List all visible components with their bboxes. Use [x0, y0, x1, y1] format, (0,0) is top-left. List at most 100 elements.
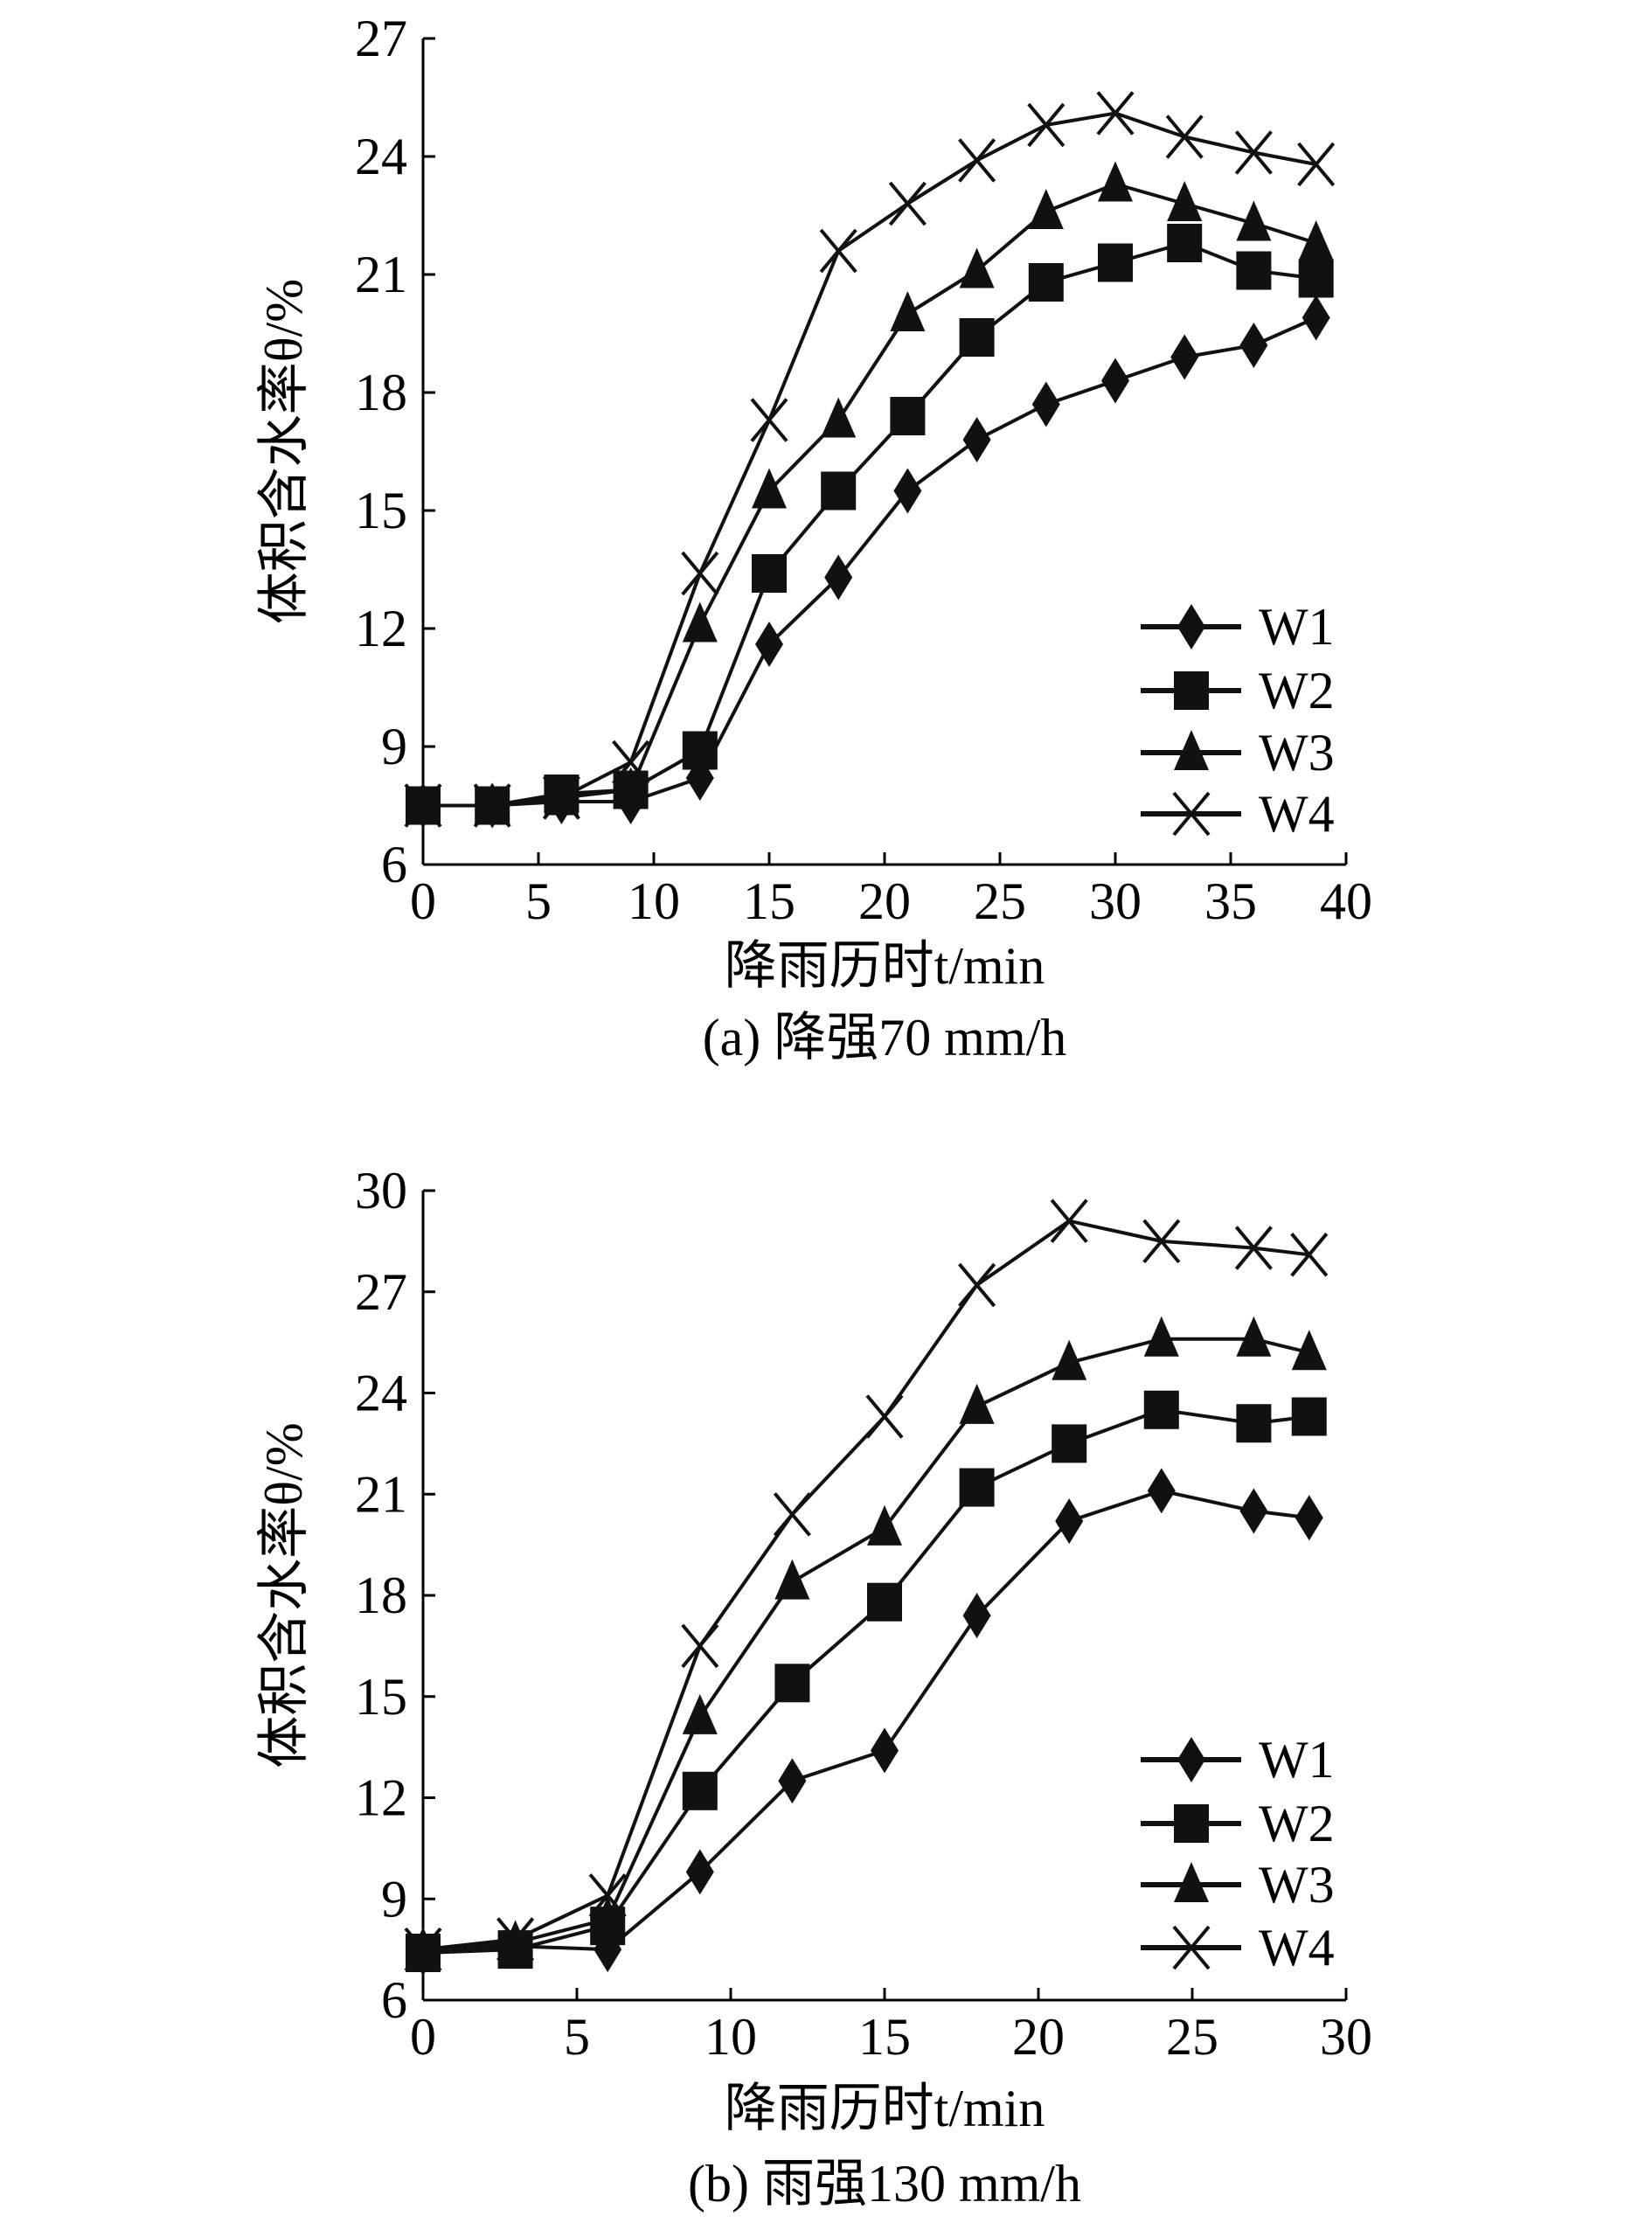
data-point	[959, 1383, 995, 1424]
data-point	[1234, 1226, 1273, 1270]
series-W2: W2	[406, 224, 1335, 825]
legend-marker	[1174, 671, 1209, 710]
data-point	[959, 247, 995, 288]
data-point	[1167, 181, 1203, 221]
data-point	[1239, 323, 1268, 368]
y-tick-label: 12	[355, 600, 407, 657]
series-line	[422, 1337, 1310, 1952]
x-axis-label: 降雨历时t/min	[725, 937, 1045, 995]
data-point	[1142, 1219, 1181, 1264]
data-point	[893, 468, 922, 514]
data-point	[778, 1758, 807, 1804]
data-point	[1234, 130, 1273, 175]
data-point	[682, 1693, 718, 1734]
data-point	[588, 1873, 627, 1918]
x-tick-label: 15	[743, 872, 795, 930]
x-tick-label: 15	[858, 2008, 911, 2066]
data-point	[1297, 142, 1336, 187]
x-axis-label: 降雨历时t/min	[725, 2080, 1045, 2137]
legend-marker	[1177, 1737, 1205, 1782]
y-tick-label: 9	[381, 718, 407, 775]
series-W4: W4	[404, 91, 1336, 843]
x-tick-label: 20	[858, 872, 911, 930]
data-point	[1291, 1397, 1327, 1436]
series-line	[422, 1407, 1310, 1955]
data-point	[1236, 1404, 1272, 1443]
data-point	[1239, 1488, 1268, 1534]
data-point	[1167, 224, 1203, 262]
y-tick-label: 6	[381, 1971, 407, 2029]
chart-a: 6 9 12 15 18 21 24 27 0 5 10 15 20 25 30 35 40 降雨历时t/min (…	[255, 10, 1372, 1066]
legend-label: W3	[1259, 1856, 1335, 1914]
data-point	[888, 181, 927, 226]
data-point	[1101, 358, 1129, 404]
x-tick-label: 35	[1204, 872, 1257, 930]
data-point	[959, 318, 995, 357]
data-point	[890, 397, 926, 435]
data-point	[1236, 200, 1272, 241]
data-point	[750, 398, 788, 442]
y-tick-label: 12	[355, 1769, 407, 1827]
chart-caption: (b) 雨强130 mm/h	[688, 2155, 1081, 2213]
data-point	[774, 1559, 810, 1600]
series-W4: W4	[404, 1198, 1335, 1976]
legend-label: W2	[1259, 662, 1335, 719]
data-point	[682, 731, 718, 770]
y-axis-label: 体积含水率θ/%	[255, 1422, 313, 1768]
series-line	[423, 241, 1316, 808]
chart-b: 6 9 12 15 18 21 24 27 30 0 5 10 15 20 25 30 降雨历时t/min (b)…	[255, 1162, 1372, 2213]
y-tick-label: 18	[355, 1567, 407, 1624]
data-point	[962, 1593, 991, 1639]
data-point	[774, 1664, 810, 1703]
series-line	[423, 111, 1317, 808]
legend-marker	[1174, 1862, 1209, 1902]
y-axis-label: 体积含水率θ/%	[255, 279, 313, 624]
data-point	[962, 417, 991, 462]
data-point	[824, 554, 853, 601]
x-tick-label: 10	[705, 2008, 757, 2066]
data-point	[752, 468, 787, 509]
data-point	[821, 397, 857, 438]
x-tick-label: 10	[628, 872, 680, 930]
series-line	[423, 316, 1317, 808]
x-tick-label: 30	[1320, 2008, 1372, 2066]
x-tick-label: 0	[410, 872, 436, 930]
data-point	[1052, 1424, 1087, 1463]
legend-label: W1	[1259, 598, 1335, 656]
legend-label: W4	[1259, 785, 1335, 843]
data-point	[959, 1468, 995, 1507]
data-point	[404, 1927, 442, 1972]
data-point	[890, 291, 926, 331]
legend-marker	[1174, 1804, 1209, 1843]
data-point	[1165, 115, 1204, 159]
data-point	[755, 622, 783, 667]
y-tick-label: 21	[355, 246, 407, 303]
data-point	[1098, 243, 1133, 282]
data-point	[821, 471, 857, 511]
x-tick-label: 5	[525, 872, 552, 930]
data-point	[1028, 263, 1064, 302]
data-point	[773, 1492, 811, 1537]
data-point	[542, 775, 580, 820]
data-point	[1050, 1198, 1088, 1244]
data-point	[1236, 1316, 1272, 1357]
y-tick-label: 24	[355, 1365, 407, 1422]
legend-label: W1	[1259, 1731, 1335, 1789]
data-point	[590, 1896, 626, 1937]
series-line	[423, 182, 1317, 808]
x-tick-label: 20	[1012, 2008, 1065, 2066]
data-point	[682, 601, 718, 643]
data-point	[1301, 295, 1330, 341]
data-point	[1028, 189, 1064, 229]
data-point	[681, 1623, 719, 1669]
data-point	[612, 740, 650, 785]
legend-marker	[1177, 604, 1205, 650]
x-tick-label: 25	[974, 872, 1026, 930]
series-W1: W1	[409, 1468, 1335, 1976]
chart-caption: (a) 降强70 mm/h	[703, 1009, 1067, 1066]
data-point	[1055, 1498, 1084, 1545]
y-tick-label: 21	[355, 1465, 407, 1523]
data-point	[613, 767, 649, 808]
data-point	[867, 1504, 902, 1546]
data-point	[685, 1849, 714, 1895]
